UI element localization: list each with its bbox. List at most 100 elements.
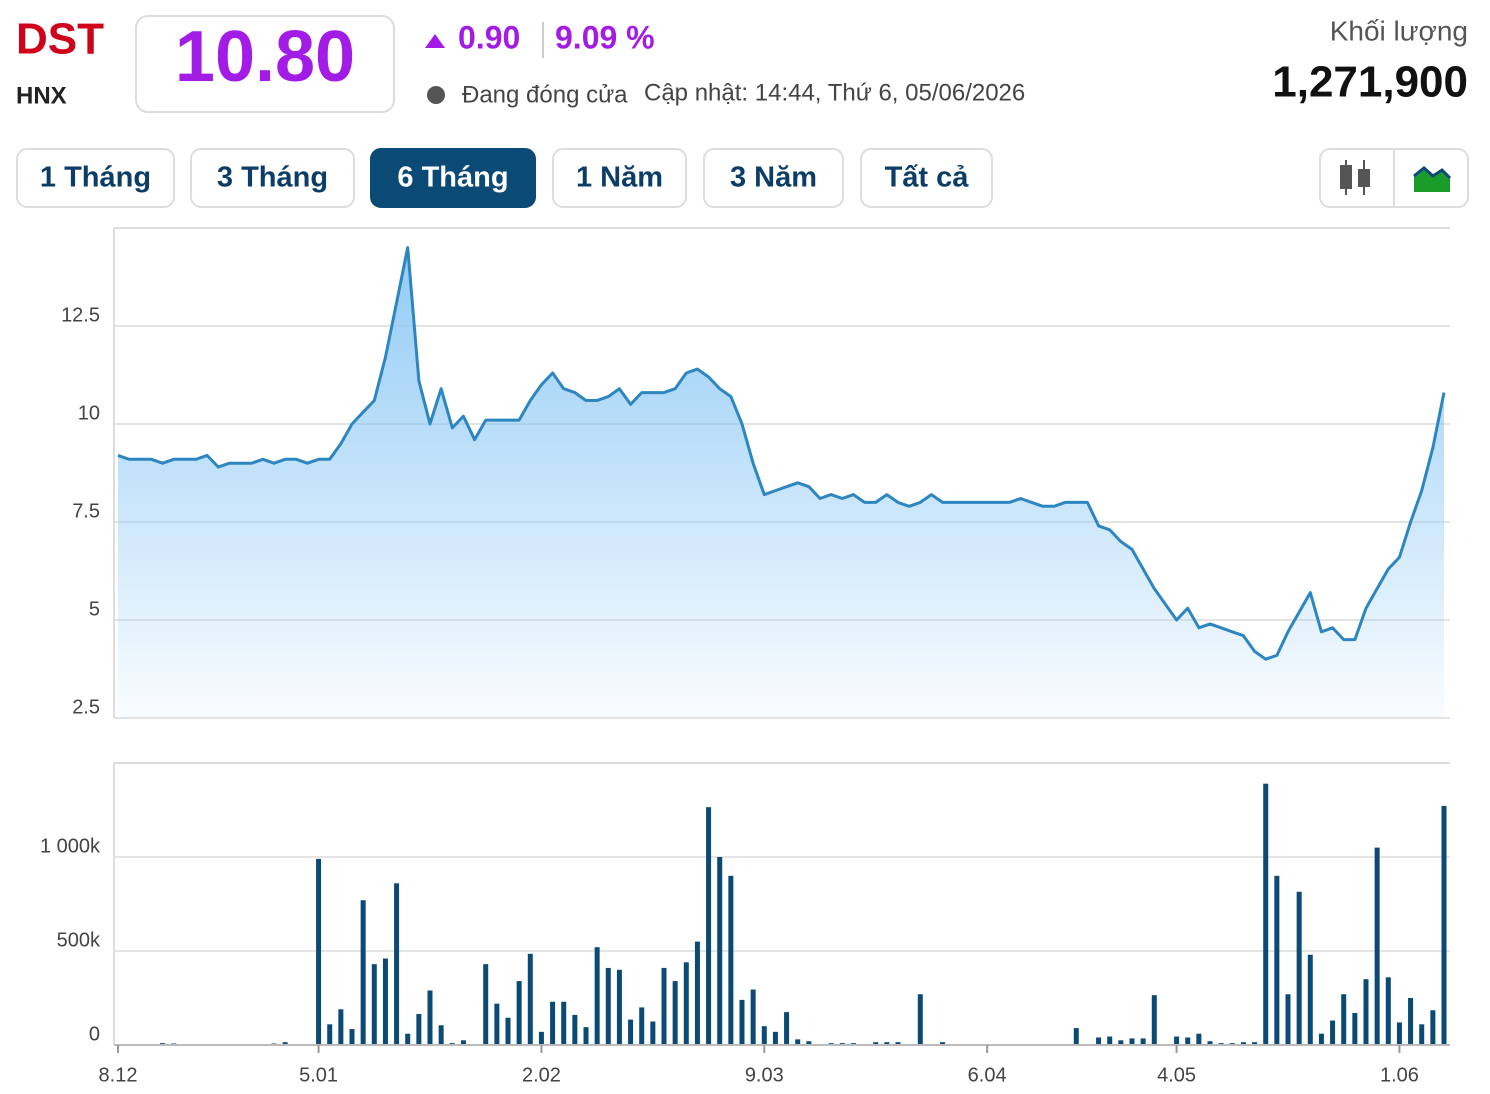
tab[interactable]: 3 Năm: [703, 148, 844, 208]
candle-icon[interactable]: [1340, 160, 1370, 195]
ticker: DST: [16, 15, 104, 64]
tab-label[interactable]: 3 Năm: [730, 162, 817, 194]
tab[interactable]: 3 Tháng: [190, 148, 355, 208]
volume-bar: [394, 883, 400, 1045]
volume-bar: [884, 1042, 890, 1045]
volume-bar: [360, 900, 366, 1045]
volume-bar: [405, 1033, 411, 1045]
price: 10.80: [175, 17, 355, 97]
volume-bar: [1096, 1037, 1102, 1045]
volume-bar: [1341, 994, 1347, 1045]
volume-label: Khối lượng: [1330, 15, 1468, 46]
volume-bar: [605, 967, 611, 1045]
x-tick-label: 5.01: [299, 1064, 338, 1086]
volume-bar: [1419, 1024, 1425, 1045]
volume-bar: [1174, 1036, 1180, 1045]
volume-bar: [460, 1040, 466, 1045]
volume-bar: [1151, 995, 1157, 1045]
tab[interactable]: Tất cả: [860, 148, 993, 208]
volume-bar: [550, 1001, 556, 1045]
volume-bar: [1441, 805, 1447, 1045]
volume-bar: [1285, 994, 1291, 1045]
tab-box[interactable]: [370, 148, 536, 208]
area-fill: [118, 247, 1444, 718]
tab-box[interactable]: [860, 148, 993, 208]
x-tick-label: 4.05: [1157, 1064, 1196, 1086]
volume-bar: [1207, 1041, 1213, 1045]
volume-bar: [572, 1014, 578, 1045]
volume-bar: [427, 990, 433, 1045]
volume-bar: [316, 858, 322, 1045]
area-icon[interactable]: [1413, 166, 1452, 192]
volume-bar: [717, 857, 723, 1045]
tab-label[interactable]: 1 Tháng: [40, 162, 151, 194]
y-tick-label: 5: [89, 598, 100, 620]
up-arrow: [425, 34, 445, 48]
volume-bar: [1185, 1037, 1191, 1045]
volume-bar: [1307, 954, 1313, 1045]
tab-label[interactable]: Tất cả: [885, 162, 970, 194]
y-tick-label: 500k: [57, 929, 101, 951]
volume-bar: [1263, 783, 1269, 1045]
tab-label[interactable]: 1 Năm: [576, 162, 663, 194]
y-tick-label: 0: [89, 1023, 100, 1045]
volume-bar: [940, 1042, 946, 1045]
volume-bar: [1129, 1038, 1135, 1045]
volume-bar: [616, 969, 622, 1045]
change: 0.90: [458, 19, 520, 55]
volume-bar: [739, 999, 745, 1045]
tab-label[interactable]: 3 Tháng: [217, 162, 328, 194]
tab[interactable]: 6 Tháng: [370, 148, 536, 208]
price-line: [117, 246, 1446, 661]
tab-box[interactable]: [190, 148, 355, 208]
volume-bar: [282, 1042, 288, 1045]
volume-bar: [917, 994, 923, 1045]
volume-bar: [1408, 998, 1414, 1045]
volume-bar: [1330, 1020, 1336, 1045]
tab[interactable]: 1 Năm: [552, 148, 687, 208]
tab-box[interactable]: [703, 148, 844, 208]
tab-box[interactable]: [552, 148, 687, 208]
chart-toggle: [1319, 148, 1469, 208]
x-tick-label: 1.06: [1380, 1064, 1419, 1086]
volume-bar: [349, 1029, 355, 1045]
volume-bar: [1363, 979, 1369, 1045]
volume-bar: [1430, 1010, 1436, 1045]
volume-bar: [661, 967, 667, 1045]
x-tick-label: 6.04: [968, 1064, 1007, 1086]
volume-bar: [1140, 1038, 1146, 1045]
volume-bar: [1385, 977, 1391, 1045]
tab-label[interactable]: 6 Tháng: [397, 162, 508, 194]
volume-bar: [1252, 1042, 1258, 1045]
volume-bar: [594, 947, 600, 1045]
volume-bar: [1374, 847, 1380, 1045]
y-tick-label: 7.5: [72, 500, 100, 522]
volume-bar: [1118, 1040, 1124, 1045]
x-tick-label: 9.03: [745, 1064, 784, 1086]
volume-bar: [338, 1009, 344, 1045]
change-percent: 9.09 %: [555, 19, 655, 55]
volume-bar: [1296, 891, 1302, 1045]
volume-bar: [706, 807, 712, 1045]
volume-bar: [538, 1031, 544, 1045]
y-tick-label: 10: [78, 402, 100, 424]
volume-bar: [795, 1039, 801, 1045]
tab-box[interactable]: [16, 148, 175, 208]
volume-bar: [1196, 1033, 1202, 1045]
volume-bar: [516, 981, 522, 1045]
volume: 1,271,900: [1272, 58, 1468, 107]
status-dot: [427, 86, 445, 104]
tab[interactable]: 1 Tháng: [16, 148, 175, 208]
y-tick-label: 2.5: [72, 696, 100, 718]
volume-bar: [683, 962, 689, 1045]
volume-bar: [583, 1027, 589, 1045]
volume-bar: [650, 1021, 656, 1045]
volume-bar: [761, 1026, 767, 1045]
volume-bar: [1073, 1028, 1079, 1045]
tabs: 1 Tháng 3 Tháng 6 Tháng 1 Năm 3 Năm Tất cả: [16, 148, 993, 208]
volume-bar: [371, 964, 377, 1045]
y-tick-label: 12.5: [61, 304, 100, 326]
volume-bar: [806, 1041, 812, 1045]
price-box: [135, 15, 395, 113]
